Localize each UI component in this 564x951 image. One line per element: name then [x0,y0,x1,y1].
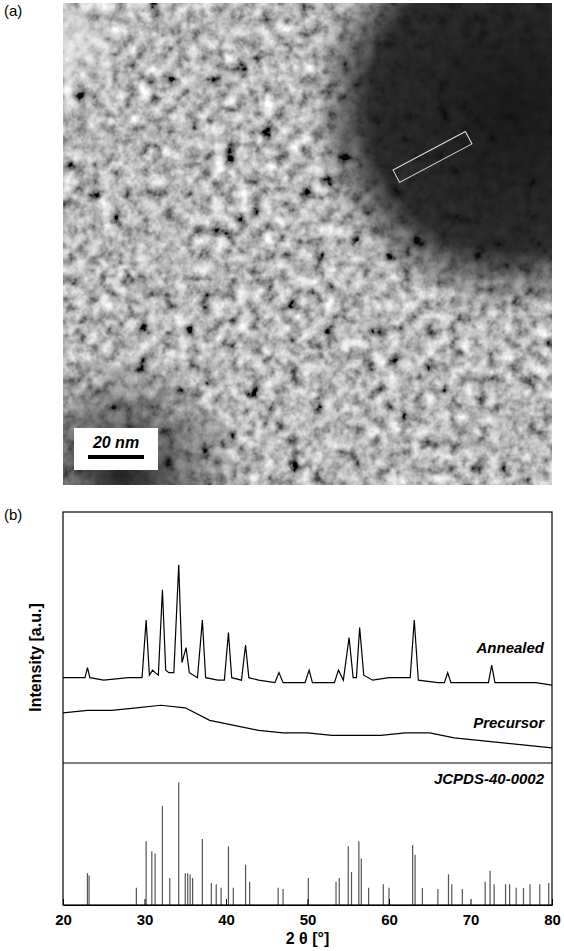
series-label: Precursor [473,714,545,731]
scale-bar-label: 20 nm [92,434,139,451]
micrograph [63,3,552,485]
reference-label: JCPDS-40-0002 [434,770,545,787]
scale-bar-bg [74,428,158,470]
reference-stick [278,888,279,905]
reference-stick [451,884,452,905]
reference-stick [88,876,89,905]
x-tick: 40 [218,899,235,928]
reference-stick [146,841,147,905]
axis-title: 2 θ [°] [286,930,330,947]
x-tick-mark [552,899,553,905]
reference-stick [437,889,438,905]
x-tick: 30 [137,899,154,928]
reference-stick [505,884,506,905]
x-tick: 80 [544,899,561,928]
reference-stick [414,855,415,905]
panel-divider [63,762,552,763]
x-axis-line [64,905,553,906]
reference-stick [448,874,449,905]
reference-stick [485,882,486,905]
reference-stick [529,884,530,905]
reference-stick [494,884,495,905]
reference-stick [509,884,510,905]
panel-label: (a) [4,2,22,19]
reference-stick [185,873,186,905]
x-tick-label: 70 [463,911,480,928]
plot-frame [63,512,552,905]
reference-stick [539,884,540,905]
reference-stick [192,878,193,905]
micrograph-shade [63,3,552,485]
xrd-line [63,565,552,685]
x-tick-label: 30 [137,911,154,928]
reference-stick [221,888,222,905]
reference-stick [335,882,336,905]
reference-stick [245,865,246,905]
series-label: Annealed [475,639,544,656]
reference-stick [308,878,309,905]
x-tick-mark [308,899,309,905]
reference-stick [187,873,188,905]
micrograph-highlight [63,3,552,485]
reference-stick [361,858,362,905]
reference-stick [178,783,179,905]
reference-stick [154,854,155,905]
reference-stick [233,888,234,905]
x-tick-mark [63,899,64,905]
reference-stick [516,888,517,905]
reference-stick [190,874,191,905]
x-tick-mark [389,899,390,905]
panel-label: (b) [4,506,22,523]
reference-stick [548,883,549,905]
selection-box [393,132,472,183]
reference-stick [462,889,463,905]
x-tick-label: 20 [55,911,72,928]
reference-stick [358,841,359,905]
reference-stick [351,872,352,905]
reference-stick [216,884,217,905]
x-axis: 20 30 40 50 60 70 80 [55,899,561,928]
reference-stick [368,888,369,905]
plot-top [63,565,552,748]
micrograph-shade [63,3,552,485]
x-tick-mark [226,899,227,905]
reference-stick [87,873,88,905]
reference-stick [523,888,524,905]
x-tick: 50 [300,899,317,928]
reference-stick [169,878,170,905]
reference-stick [162,806,163,905]
x-tick: 70 [463,899,480,928]
x-tick-label: 80 [544,911,561,928]
reference-stick [211,883,212,905]
figure: 20 nm (a) (b) Annealed Precursor Intensity [a… [0,0,564,951]
xrd-line [63,705,552,748]
reference-stick [388,888,389,905]
axis-title: Intensity [a.u.] [27,603,44,711]
reference-stick [489,871,490,905]
x-tick-label: 40 [218,911,235,928]
reference-stick [282,889,283,905]
x-tick: 20 [55,899,72,928]
reference-stick [348,846,349,905]
reference-stick [339,878,340,905]
reference-stick [202,839,203,905]
x-tick-mark [471,899,472,905]
reference-stick [136,888,137,905]
reference-stick [383,884,384,905]
x-tick-label: 60 [381,911,398,928]
scale-bar [88,455,144,459]
x-tick-label: 50 [300,911,317,928]
reference-stick [412,845,413,905]
micrograph-bg [63,3,552,485]
x-tick-mark [145,899,146,905]
reference-stick [422,888,423,905]
micrograph-texture [63,3,552,485]
reference-stick [249,882,250,905]
x-tick: 60 [381,899,398,928]
reference-stick [151,851,152,905]
plot-bottom [87,783,548,905]
reference-stick [228,846,229,905]
